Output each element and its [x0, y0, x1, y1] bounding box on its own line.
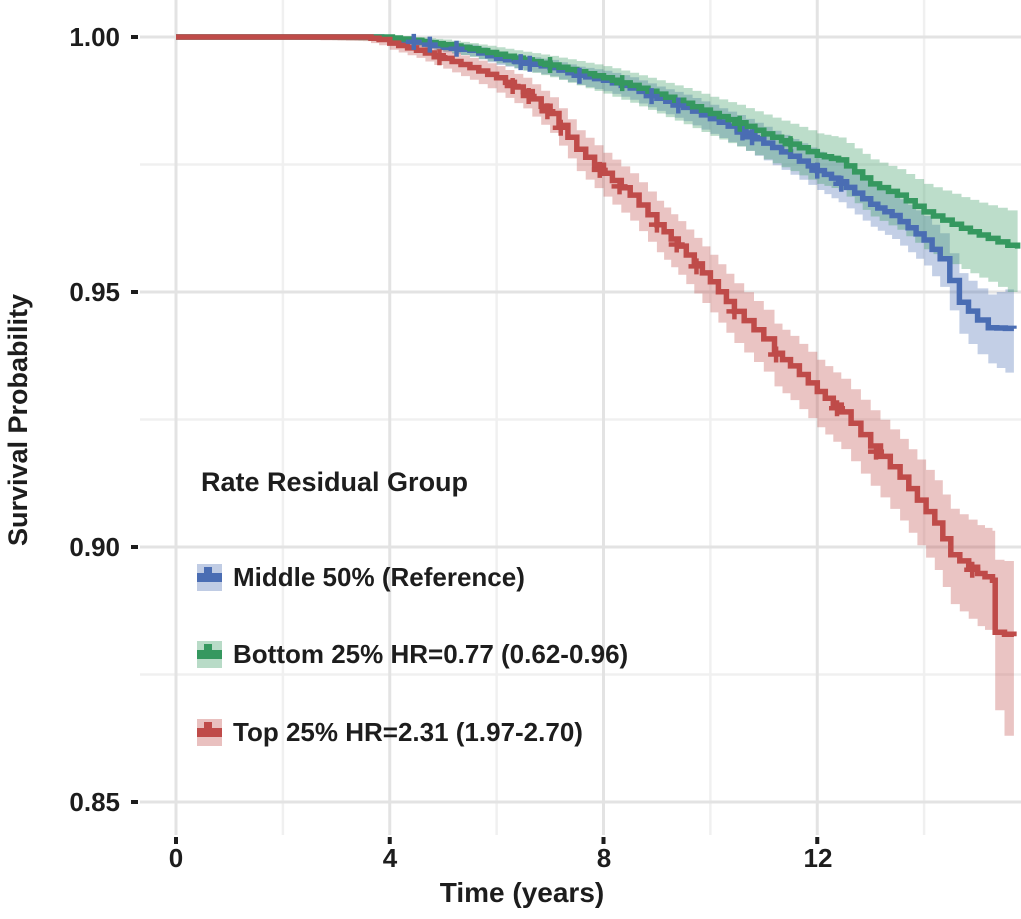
x-tick-label-12: 12 [804, 843, 833, 873]
x-axis-title: Time (years) [440, 877, 604, 908]
censor-plus-icon [829, 400, 846, 417]
y-tick-label-0.95: 0.95 [69, 277, 120, 307]
censor-plus-icon [688, 258, 705, 275]
y-axis-title: Survival Probability [3, 294, 33, 546]
censor-marks-bottom-25 [542, 57, 799, 153]
censor-plus-icon [744, 129, 761, 146]
x-tick-label-0: 0 [169, 843, 183, 873]
censor-plus-icon [768, 346, 785, 363]
censor-plus-icon [731, 115, 748, 132]
y-axis-tick-mark [131, 290, 138, 294]
confidence-band-top-25 [176, 37, 1014, 762]
censor-marks-middle-50 [405, 33, 850, 192]
censor-plus-icon [504, 78, 521, 95]
censor-plus-icon [431, 49, 448, 66]
censor-plus-icon [964, 561, 981, 578]
y-tick-label-0.90: 0.90 [69, 532, 120, 562]
y-tick-label-0.85: 0.85 [69, 787, 120, 817]
censor-plus-icon [421, 36, 438, 53]
x-tick-label-4: 4 [383, 843, 398, 873]
censor-plus-icon [542, 57, 559, 74]
censor-plus-icon [591, 161, 608, 178]
censor-plus-icon [552, 119, 569, 136]
gridlines [140, 0, 1021, 835]
axis-tick-marks [131, 35, 820, 844]
censor-plus-icon [668, 236, 685, 253]
y-axis-tick-mark [131, 35, 138, 39]
censor-marks-top-25 [431, 49, 981, 578]
censor-plus-icon [611, 178, 628, 195]
survival-curve-top-25 [176, 34, 1017, 637]
censor-plus-icon [539, 103, 556, 120]
censor-plus-icon [670, 97, 687, 114]
censor-plus-icon [405, 33, 422, 50]
x-axis-tick-mark [815, 837, 820, 844]
survival-curve-bottom-25 [176, 34, 1021, 249]
censor-plus-icon [648, 216, 665, 233]
x-axis-tick-mark [174, 837, 178, 844]
x-tick-label-8: 8 [597, 843, 611, 873]
censor-plus-icon [643, 88, 660, 105]
censor-plus-icon [782, 136, 799, 153]
censor-plus-icon [520, 87, 537, 104]
censor-plus-icon [571, 67, 588, 84]
censor-plus-icon [726, 303, 743, 320]
censor-plus-icon [809, 162, 826, 179]
series-layer [176, 33, 1021, 762]
censor-plus-icon [448, 40, 465, 57]
y-axis-tick-mark [131, 800, 138, 804]
x-axis-tick-mark [387, 837, 392, 844]
y-axis-tick-mark [131, 545, 138, 549]
x-axis-tick-mark [601, 837, 606, 844]
censor-plus-icon [521, 55, 538, 72]
censor-plus-icon [614, 75, 631, 92]
y-tick-label-1.00: 1.00 [69, 22, 120, 52]
censor-plus-icon [833, 175, 850, 192]
plot-panel [140, 0, 1021, 835]
censor-plus-icon [734, 124, 751, 141]
censor-plus-icon [868, 443, 885, 460]
